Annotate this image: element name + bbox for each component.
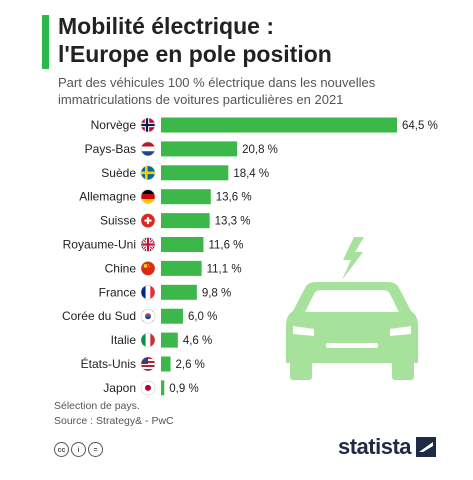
netherlands-flag-icon xyxy=(140,141,156,157)
category-label: Chine xyxy=(105,261,137,275)
bar xyxy=(161,356,171,372)
bar xyxy=(161,260,202,276)
category-label: Pays-Bas xyxy=(85,142,136,156)
category-label: Suisse xyxy=(100,214,136,228)
title-line-1: Mobilité électrique : xyxy=(58,13,274,39)
category-label: France xyxy=(99,285,137,299)
source-text: Source : Strategy& - PwC xyxy=(54,415,174,427)
bar-row: Italie 4,6 % xyxy=(111,332,212,348)
electric-car-icon xyxy=(286,237,418,380)
selection-note: Sélection de pays. xyxy=(54,400,140,412)
france-flag-icon xyxy=(140,284,156,300)
chart-subtitle: Part des véhicules 100 % électrique dans… xyxy=(58,74,438,108)
bar xyxy=(161,141,238,157)
title-line-2: l'Europe en pole position xyxy=(58,41,332,67)
norway-flag-icon xyxy=(140,117,156,133)
bar xyxy=(161,308,183,324)
bar-row: États-Unis 2,6 % xyxy=(81,356,205,372)
bar xyxy=(161,117,397,133)
bar-row: Pays-Bas 20,8 % xyxy=(85,141,278,157)
cc-icon[interactable]: cc xyxy=(54,442,69,457)
germany-flag-icon xyxy=(140,189,156,204)
bar-row: Chine 11,1 % xyxy=(105,260,242,276)
chart-canvas: Norvège 64,5 % Pays-Bas 20,8 % Suède 18,4 % Al… xyxy=(62,117,438,396)
value-label: 64,5 % xyxy=(402,120,438,132)
bar-row: Japon 0,9 % xyxy=(103,380,199,396)
bar-rows: Norvège 64,5 % Pays-Bas 20,8 % Suède 18,4 % Al… xyxy=(62,117,438,396)
bar xyxy=(161,189,211,205)
bar xyxy=(161,284,197,300)
bar xyxy=(161,237,204,252)
value-label: 13,6 % xyxy=(216,192,252,204)
bar-row: Royaume-Uni 11,6 % xyxy=(63,237,243,252)
lightning-icon xyxy=(342,237,364,280)
uk-flag-icon xyxy=(140,237,156,252)
value-label: 20,8 % xyxy=(242,144,278,156)
category-label: États-Unis xyxy=(81,356,136,371)
title-accent-bar xyxy=(42,15,49,69)
value-label: 2,6 % xyxy=(176,359,205,371)
china-flag-icon xyxy=(140,261,156,276)
subtitle-line-2: immatriculations de voitures particulièr… xyxy=(58,92,344,107)
bar-row: Norvège 64,5 % xyxy=(91,117,438,133)
bar-row: Suisse 13,3 % xyxy=(100,213,251,229)
sweden-flag-icon xyxy=(140,165,156,181)
infographic-card: Norvège 64,5 % Pays-Bas 20,8 % Suède 18,4 % Al… xyxy=(42,8,450,470)
bar-row: France 9,8 % xyxy=(99,284,231,300)
category-label: Royaume-Uni xyxy=(63,238,136,252)
bar-row: Suède 18,4 % xyxy=(101,165,269,181)
category-label: Italie xyxy=(111,333,137,347)
italy-flag-icon xyxy=(140,332,156,348)
car-wheel-left-icon xyxy=(290,360,312,380)
value-label: 11,6 % xyxy=(208,240,243,252)
japan-flag-icon xyxy=(140,380,156,396)
bar xyxy=(161,380,165,396)
car-wheel-right-icon xyxy=(392,360,414,380)
switzerland-flag-icon xyxy=(140,213,156,228)
south-korea-flag-icon xyxy=(140,308,156,324)
category-label: Allemagne xyxy=(79,190,136,204)
bar-row: Allemagne 13,6 % xyxy=(79,189,252,205)
car-grille-icon xyxy=(326,343,378,348)
value-label: 18,4 % xyxy=(233,168,269,180)
value-label: 11,1 % xyxy=(207,263,242,275)
value-label: 6,0 % xyxy=(188,311,217,323)
category-label: Suède xyxy=(101,166,136,180)
car-headlight-right-icon xyxy=(390,326,411,336)
value-label: 4,6 % xyxy=(183,335,212,347)
bar xyxy=(161,332,178,348)
bar xyxy=(161,213,210,229)
subtitle-line-1: Part des véhicules 100 % électrique dans… xyxy=(58,75,376,90)
brand-name: statista xyxy=(338,434,412,459)
by-icon[interactable]: i xyxy=(71,442,86,457)
bar xyxy=(161,165,229,181)
page-title: Mobilité électrique : l'Europe en pole p… xyxy=(58,12,332,68)
category-label: Norvège xyxy=(91,118,137,132)
usa-flag-icon xyxy=(140,356,156,372)
statista-mark-icon xyxy=(416,437,437,457)
category-label: Japon xyxy=(103,381,136,395)
car-window-icon xyxy=(305,290,399,312)
car-headlight-left-icon xyxy=(293,326,314,336)
license-icons: cc i = xyxy=(54,442,103,457)
equals-icon[interactable]: = xyxy=(88,442,103,457)
value-label: 9,8 % xyxy=(202,287,231,299)
statista-logo[interactable]: statista xyxy=(338,434,437,460)
category-label: Corée du Sud xyxy=(62,309,136,323)
value-label: 0,9 % xyxy=(169,383,198,395)
bar-row: Corée du Sud 6,0 % xyxy=(62,308,217,324)
value-label: 13,3 % xyxy=(215,216,251,228)
